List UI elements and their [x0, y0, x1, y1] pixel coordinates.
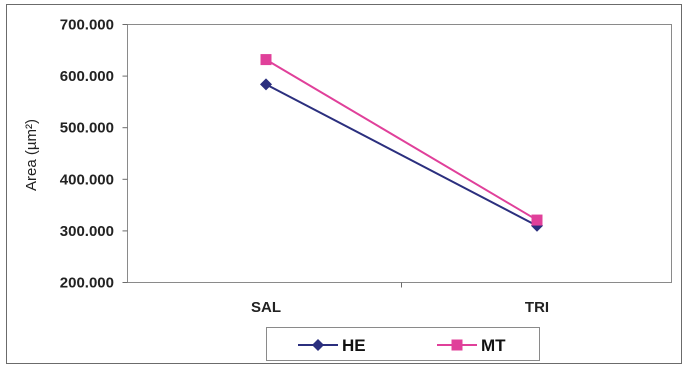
y-tick-label: 500.000: [60, 120, 114, 137]
series-line-mt: [265, 58, 538, 221]
y-axis: 200.000 300.000 400.000 500.000 600.000 700.0…: [60, 17, 128, 292]
data-point-mt: [531, 214, 543, 226]
x-tick-label: SAL: [251, 299, 281, 316]
legend-label-mt: MT: [481, 336, 506, 355]
y-tick-label: 200.000: [60, 275, 114, 292]
legend-marker-mt: [451, 339, 463, 351]
chart-border: [6, 4, 682, 364]
x-tick-label: TRI: [525, 299, 549, 316]
y-tick-label: 600.000: [60, 68, 114, 85]
y-axis-label: Area (µm²): [23, 119, 40, 191]
series-line-he: [265, 83, 538, 227]
legend: HE MT: [266, 327, 540, 361]
y-tick-label: 700.000: [60, 17, 114, 34]
data-point-he: [260, 78, 272, 91]
data-point-mt: [260, 54, 272, 66]
y-tick-label: 300.000: [60, 223, 114, 240]
x-axis: SAL TRI: [251, 282, 549, 316]
y-tick-label: 400.000: [60, 171, 114, 188]
legend-label-he: HE: [342, 336, 366, 355]
series-group: [260, 54, 543, 232]
legend-marker-he: [312, 339, 324, 351]
